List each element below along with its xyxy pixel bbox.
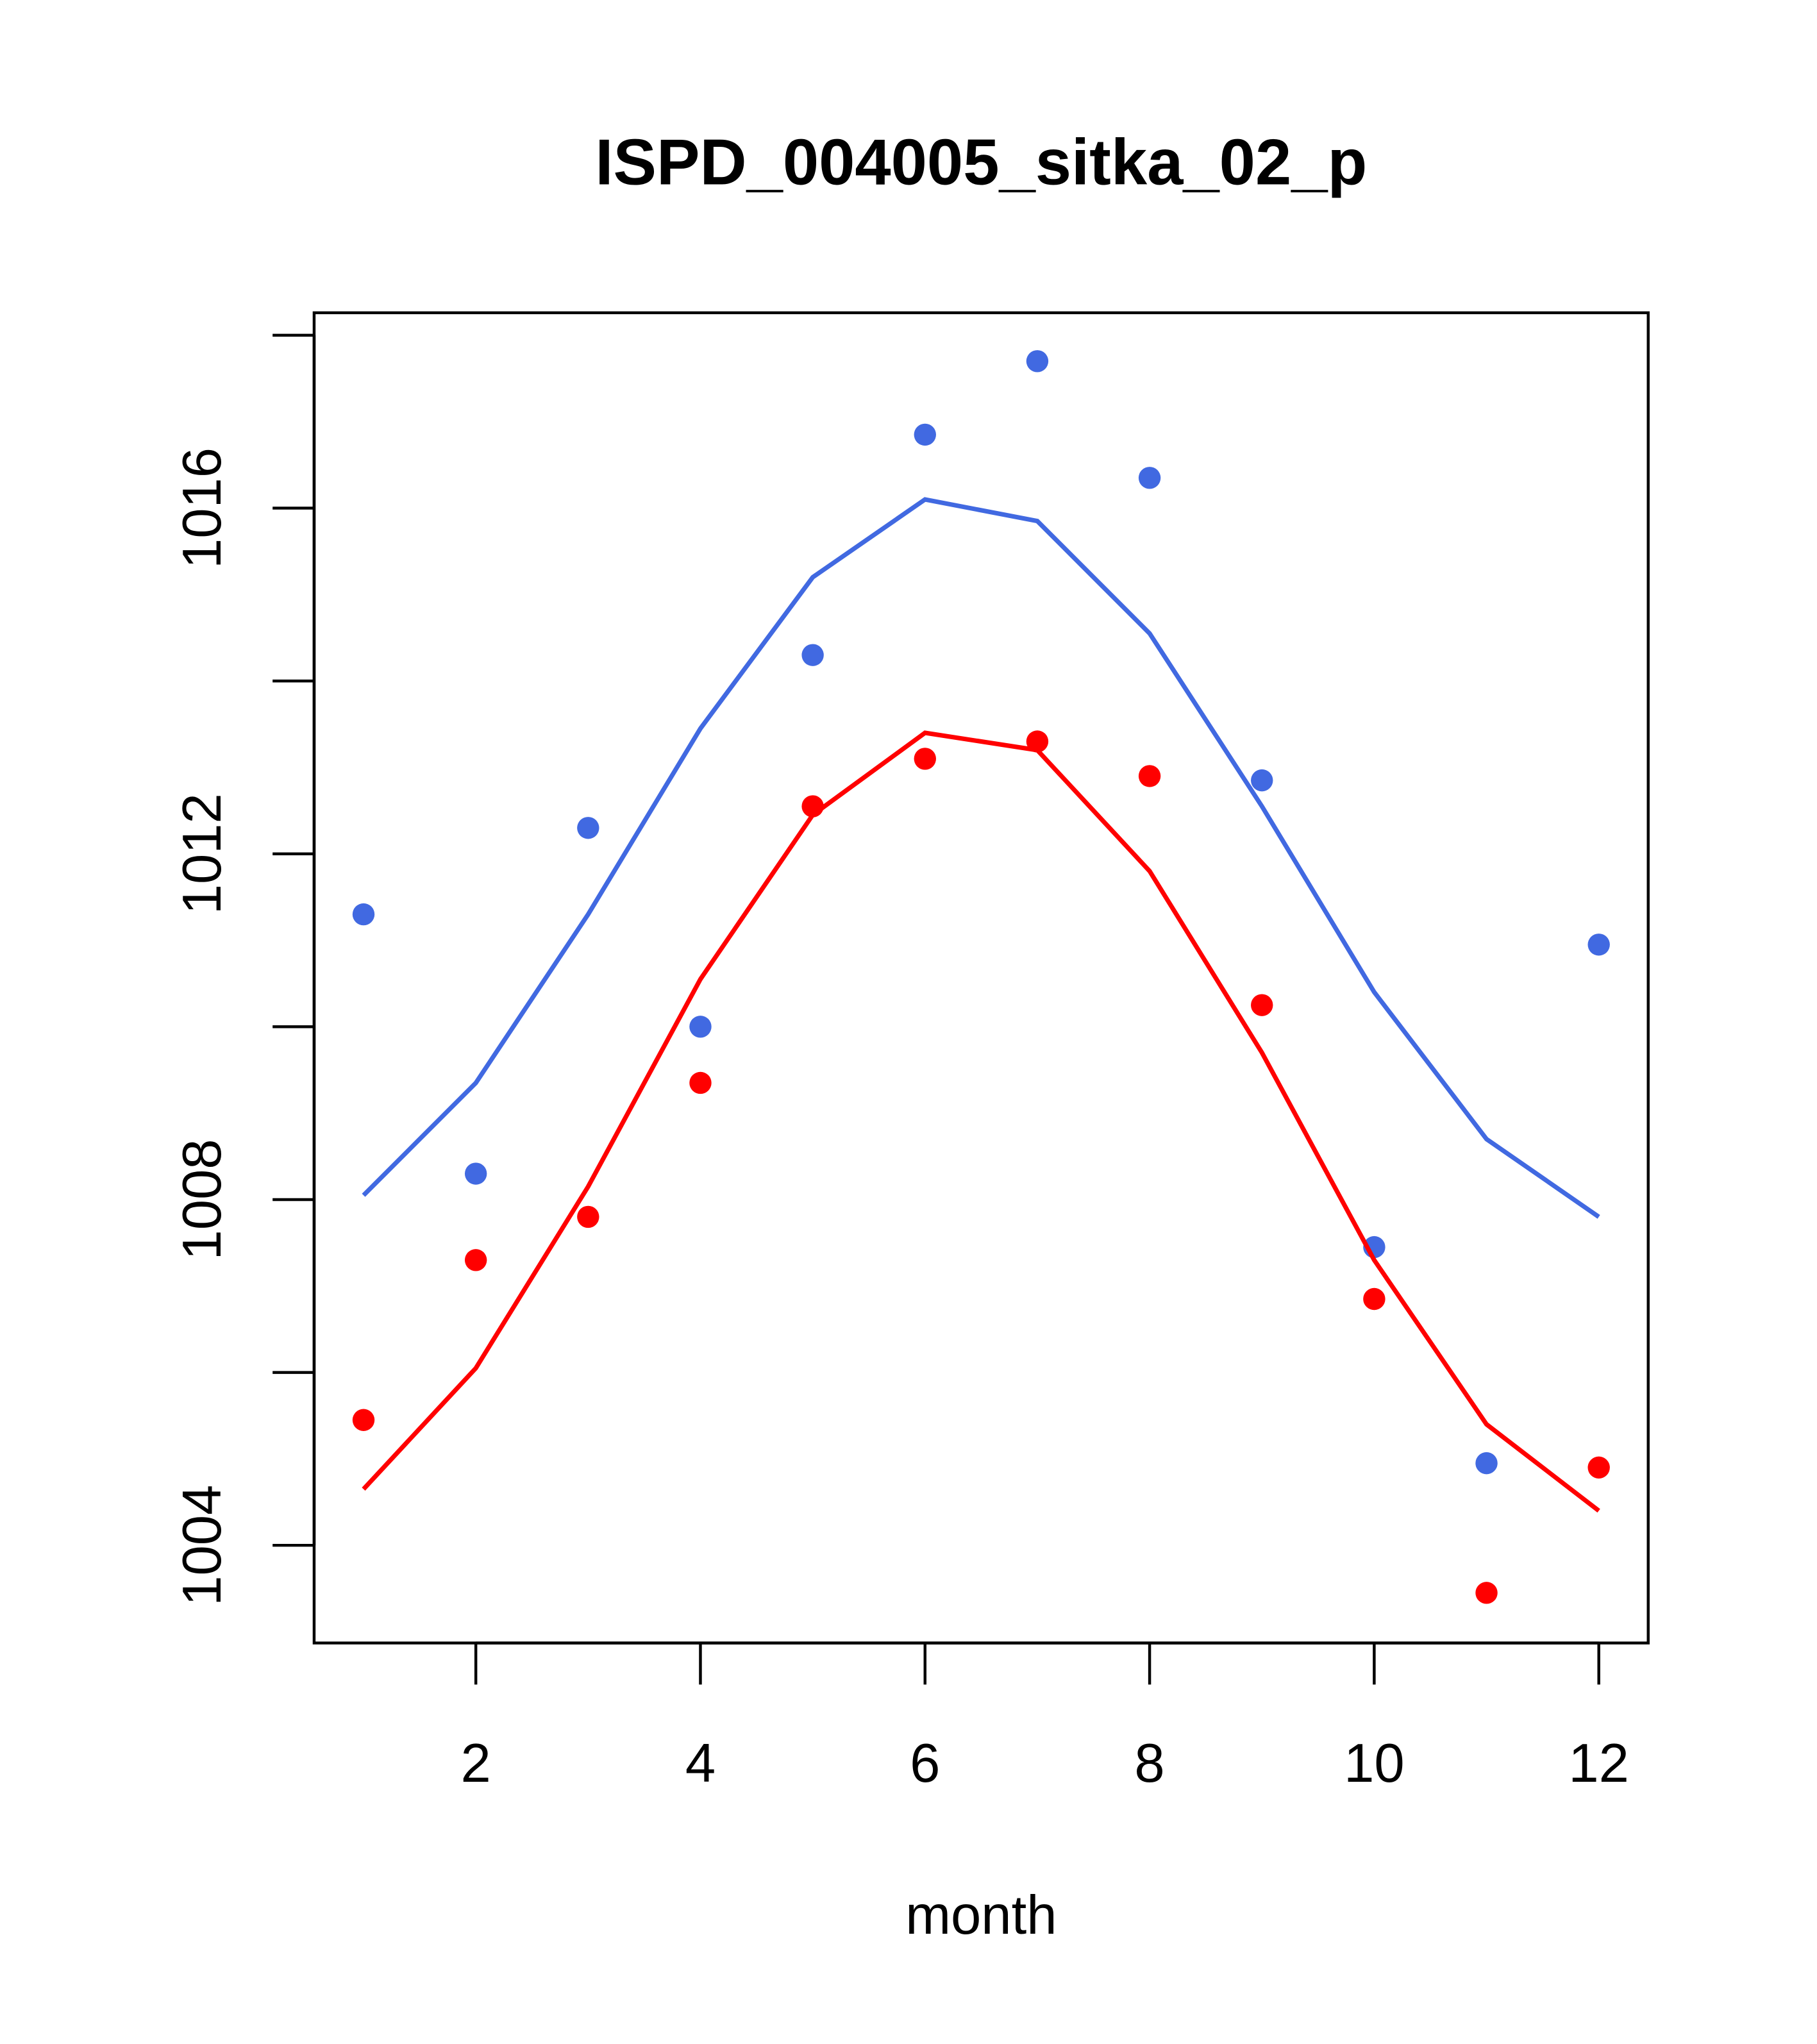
x-tick-label: 10 bbox=[1344, 1733, 1405, 1794]
y-tick-label: 1008 bbox=[172, 1139, 233, 1260]
y-axis: 1004 1008 1012 1016 bbox=[172, 333, 316, 1606]
red-point bbox=[1251, 994, 1273, 1016]
blue-point bbox=[1138, 467, 1161, 489]
y-tick-label: 1012 bbox=[172, 793, 233, 914]
blue-point bbox=[464, 1162, 487, 1185]
red-point bbox=[689, 1071, 712, 1094]
blue-point bbox=[1475, 1452, 1498, 1475]
plot-marks bbox=[352, 350, 1610, 1604]
x-axis-label: month bbox=[905, 1885, 1057, 1946]
blue-point bbox=[914, 423, 936, 446]
red-point bbox=[914, 748, 936, 770]
x-tick-label: 2 bbox=[461, 1733, 491, 1794]
chart-title: ISPD_004005_sitka_02_p bbox=[595, 126, 1367, 198]
blue-point bbox=[352, 903, 375, 926]
blue-point bbox=[1587, 934, 1610, 956]
x-axis: 2 4 6 8 10 12 bbox=[461, 1641, 1629, 1794]
x-tick-label: 8 bbox=[1134, 1733, 1164, 1794]
red-point bbox=[1475, 1582, 1498, 1604]
x-tick-label: 6 bbox=[910, 1733, 940, 1794]
blue-point bbox=[689, 1016, 712, 1038]
red-line bbox=[362, 730, 1600, 1513]
blue-point bbox=[577, 817, 599, 839]
blue-point bbox=[1026, 350, 1049, 373]
blue-point bbox=[1251, 769, 1273, 792]
x-tick-label: 4 bbox=[685, 1733, 716, 1794]
red-point bbox=[577, 1205, 599, 1228]
red-point bbox=[464, 1249, 487, 1271]
red-point bbox=[1138, 765, 1161, 787]
red-point bbox=[1363, 1287, 1386, 1311]
red-point bbox=[352, 1409, 375, 1431]
y-tick-label: 1016 bbox=[172, 448, 233, 569]
blue-line bbox=[362, 497, 1600, 1219]
x-tick-label: 12 bbox=[1568, 1733, 1629, 1794]
y-tick-label: 1004 bbox=[172, 1485, 233, 1606]
red-point bbox=[1587, 1456, 1610, 1479]
blue-point bbox=[801, 644, 824, 666]
